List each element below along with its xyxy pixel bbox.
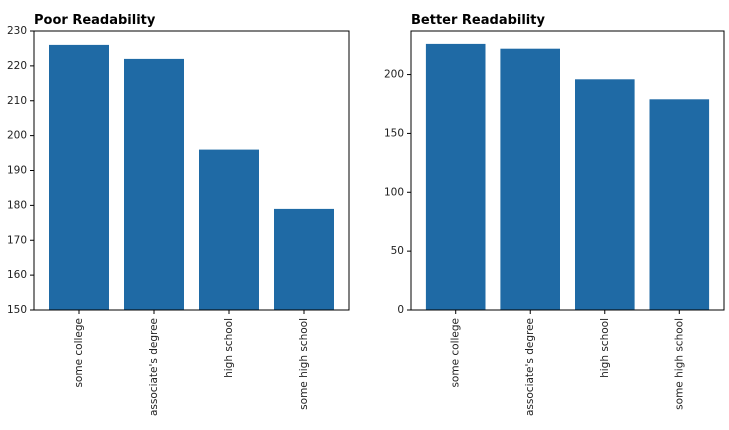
x-tick-label: associate's degree bbox=[524, 318, 536, 416]
chart-title: Poor Readability bbox=[34, 13, 156, 28]
plot-frame bbox=[33, 30, 350, 311]
bar-1 bbox=[49, 44, 109, 311]
y-tick-label: 50 bbox=[391, 245, 404, 257]
y-axis: 150 160 170 180 190 200 210 220 230 bbox=[7, 25, 34, 316]
y-tick-label: 200 bbox=[384, 69, 404, 81]
bar-4 bbox=[649, 99, 710, 310]
bar-4 bbox=[274, 208, 334, 310]
x-tick-label: some college bbox=[450, 318, 462, 388]
chart-better-readability: Better Readability 0 50 100 150 200 some col… bbox=[384, 13, 725, 416]
y-tick-label: 100 bbox=[384, 186, 404, 198]
x-axis: some college associate's degree high schoo… bbox=[450, 310, 685, 416]
bar-3 bbox=[199, 149, 259, 310]
chart-poor-readability: Poor Readability 150 160 170 180 190 200 210 22… bbox=[7, 13, 350, 416]
y-tick-label: 150 bbox=[384, 127, 404, 139]
x-tick-label: some college bbox=[73, 318, 85, 388]
y-tick-label: 160 bbox=[7, 269, 27, 281]
y-tick-label: 200 bbox=[7, 130, 27, 142]
y-tick-label: 230 bbox=[7, 25, 27, 37]
y-tick-label: 210 bbox=[7, 95, 27, 107]
x-tick-label: some high school bbox=[673, 318, 685, 410]
x-tick-label: high school bbox=[599, 318, 611, 378]
bars bbox=[425, 43, 710, 311]
y-tick-label: 220 bbox=[7, 60, 27, 72]
bars bbox=[49, 44, 334, 311]
y-axis: 0 50 100 150 200 bbox=[384, 69, 411, 316]
bar-2 bbox=[500, 48, 560, 310]
bar-2 bbox=[124, 58, 184, 311]
y-tick-label: 150 bbox=[7, 304, 27, 316]
x-axis: some college associate's degree high schoo… bbox=[73, 310, 310, 416]
x-tick-label: some high school bbox=[298, 318, 310, 410]
chart-title: Better Readability bbox=[411, 13, 545, 28]
x-tick-label: high school bbox=[223, 318, 235, 378]
y-tick-label: 190 bbox=[7, 165, 27, 177]
x-tick-label: associate's degree bbox=[148, 318, 160, 416]
y-tick-label: 180 bbox=[7, 199, 27, 211]
bar-1 bbox=[425, 43, 486, 311]
y-tick-label: 0 bbox=[397, 304, 404, 316]
plot-frame bbox=[410, 30, 725, 311]
bar-3 bbox=[575, 79, 635, 310]
y-tick-label: 170 bbox=[7, 234, 27, 246]
